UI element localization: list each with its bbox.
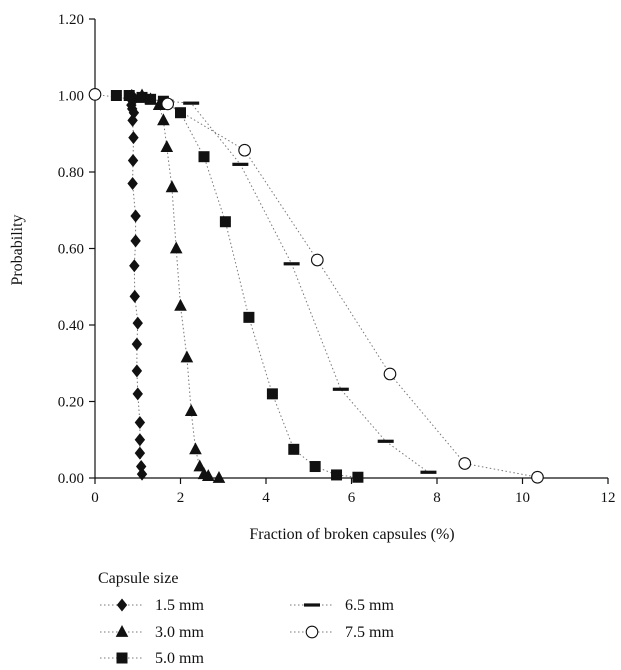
point-5-0mm xyxy=(219,216,231,228)
y-tick-label: 0.80 xyxy=(58,165,84,181)
point-1-5mm xyxy=(131,364,143,378)
point-7-5mm xyxy=(88,88,102,101)
point-6-5mm xyxy=(332,387,349,391)
point-3-0mm xyxy=(169,241,183,254)
point-1-5mm xyxy=(130,234,141,248)
point-5-0mm xyxy=(331,469,343,481)
axes: 0 2 4 6 8 10 12 0.00 0.20 0.40 0.60 0.80 1.00 1.20 xyxy=(58,12,616,506)
y-axis-title: Probability xyxy=(9,214,26,285)
fit-curve-3-0mm xyxy=(141,95,220,479)
point-6-5mm xyxy=(420,470,437,474)
point-1-5mm xyxy=(136,467,148,481)
point-1-5mm xyxy=(135,460,147,474)
legend-label-1-5mm: 1.5 mm xyxy=(155,597,204,614)
point-1-5mm xyxy=(132,387,143,401)
fit-curve-5-0mm xyxy=(116,95,358,478)
point-7-5mm xyxy=(161,97,175,111)
point-5-0mm xyxy=(309,461,321,473)
legend-marker-3-0mm xyxy=(115,625,129,637)
y-tick-label: 1.20 xyxy=(58,12,84,28)
point-1-5mm xyxy=(131,337,143,351)
legend-label-6-5mm: 6.5 mm xyxy=(345,597,394,614)
legend-marker-1-5mm xyxy=(116,598,128,612)
data-points xyxy=(88,88,544,484)
point-5-0mm xyxy=(123,90,135,101)
legend-marker-7-5mm xyxy=(305,625,319,639)
point-6-5mm xyxy=(377,439,394,443)
x-tick-label: 0 xyxy=(91,490,99,506)
point-3-0mm xyxy=(174,298,187,311)
legend-title: Capsule size xyxy=(98,570,178,587)
x-tick-label: 8 xyxy=(433,490,441,506)
point-3-0mm xyxy=(189,442,202,455)
point-5-0mm xyxy=(288,443,300,455)
y-tick-label: 1.00 xyxy=(58,89,84,105)
point-6-5mm xyxy=(183,101,200,105)
point-1-5mm xyxy=(128,106,140,120)
point-1-5mm xyxy=(127,113,138,127)
point-7-5mm xyxy=(238,143,251,157)
point-5-0mm xyxy=(110,90,122,101)
point-3-0mm xyxy=(184,404,198,416)
x-tick-label: 6 xyxy=(348,490,356,506)
point-1-5mm xyxy=(127,176,138,190)
x-tick-label: 4 xyxy=(262,490,270,506)
point-5-0mm xyxy=(352,471,364,483)
x-tick-label: 2 xyxy=(177,490,185,506)
x-tick-label: 12 xyxy=(601,490,616,506)
point-5-0mm xyxy=(266,388,278,400)
point-6-5mm xyxy=(283,262,300,266)
point-1-5mm xyxy=(134,433,146,447)
point-7-5mm xyxy=(383,367,397,381)
point-1-5mm xyxy=(130,209,141,223)
point-1-5mm xyxy=(134,446,146,460)
legend-marker-5-0mm xyxy=(116,652,128,664)
legend-marker-6-5mm xyxy=(304,603,320,607)
y-tick-label: 0.40 xyxy=(58,318,84,334)
point-5-0mm xyxy=(175,107,186,119)
point-7-5mm xyxy=(531,470,544,484)
point-1-5mm xyxy=(129,289,140,303)
point-1-5mm xyxy=(132,316,143,330)
point-6-5mm xyxy=(232,162,249,166)
y-tick-label: 0.20 xyxy=(58,395,84,411)
y-tick-label: 0.00 xyxy=(58,471,84,487)
point-1-5mm xyxy=(129,259,140,273)
point-3-0mm xyxy=(165,180,179,193)
x-tick-label: 10 xyxy=(515,490,530,506)
x-axis-title: Fraction of broken capsules (%) xyxy=(249,526,454,543)
y-tick-label: 0.60 xyxy=(58,242,84,258)
point-1-5mm xyxy=(127,154,139,168)
legend: 1.5 mm 3.0 mm 5.0 mm 6.5 mm 7.5 mm xyxy=(100,597,394,667)
point-7-5mm xyxy=(310,253,324,267)
point-5-0mm xyxy=(198,151,210,163)
point-3-0mm xyxy=(193,459,207,472)
point-3-0mm xyxy=(160,140,174,153)
point-1-5mm xyxy=(134,416,146,430)
point-5-0mm xyxy=(145,93,157,105)
point-3-0mm xyxy=(157,113,170,126)
legend-label-3-0mm: 3.0 mm xyxy=(155,624,204,641)
point-3-0mm xyxy=(212,471,226,483)
legend-label-7-5mm: 7.5 mm xyxy=(345,624,394,641)
legend-label-5-0mm: 5.0 mm xyxy=(155,650,204,667)
point-1-5mm xyxy=(128,131,139,145)
point-5-0mm xyxy=(136,91,148,103)
point-3-0mm xyxy=(201,469,215,481)
point-3-0mm xyxy=(180,350,194,363)
point-7-5mm xyxy=(458,457,472,470)
point-5-0mm xyxy=(243,311,255,323)
